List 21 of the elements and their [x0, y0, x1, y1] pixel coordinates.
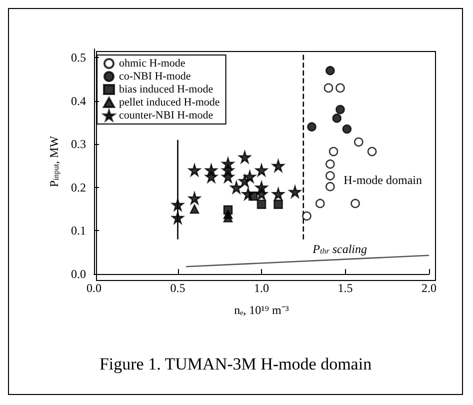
- text: Figure 1. TUMAN-3M H-mode domain: [99, 354, 372, 374]
- legend-label: ohmic H-mode: [119, 58, 186, 70]
- annotation: Pthr scaling: [312, 242, 368, 256]
- x-tick-label: 0.5: [170, 281, 186, 295]
- legend-label: pellet induced H-mode: [119, 96, 220, 108]
- x-tick-label: 1.0: [254, 281, 269, 295]
- y-tick-label: 0.5: [71, 50, 86, 65]
- legend-label: co-NBI H-mode: [119, 70, 191, 82]
- y-tick-label: 0.4: [71, 94, 86, 108]
- y-tick-label: 0.1: [71, 224, 86, 238]
- x-tick-label: 1.5: [338, 281, 353, 295]
- x-tick-label: 2.0: [422, 281, 436, 295]
- y-tick-label: 0.3: [71, 137, 86, 152]
- legend-label: counter-NBI H-mode: [119, 110, 214, 122]
- y-axis-title: Pinput, MW: [47, 135, 62, 188]
- annotation: H-mode domain: [344, 173, 422, 187]
- legend-label: bias induced H-mode: [119, 84, 214, 96]
- x-tick-label: 0.0: [86, 281, 102, 295]
- y-tick-label: 0.0: [71, 267, 86, 281]
- y-tick-label: 0.2: [71, 180, 86, 194]
- x-axis-title: nₑ, 10¹⁹ m⁻³: [234, 303, 290, 317]
